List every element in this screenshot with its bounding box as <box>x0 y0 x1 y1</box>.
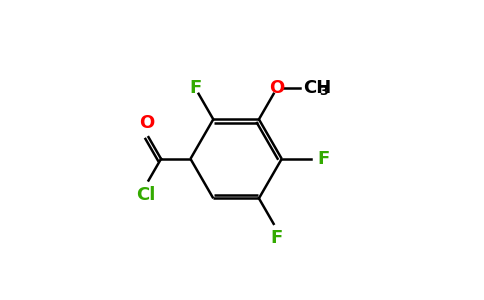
Text: F: F <box>189 79 201 97</box>
Text: F: F <box>271 230 283 247</box>
Text: 3: 3 <box>318 85 327 98</box>
Text: CH: CH <box>303 79 332 97</box>
Text: F: F <box>318 150 330 168</box>
Text: O: O <box>269 79 285 97</box>
Text: O: O <box>139 114 155 132</box>
Text: Cl: Cl <box>136 186 156 204</box>
